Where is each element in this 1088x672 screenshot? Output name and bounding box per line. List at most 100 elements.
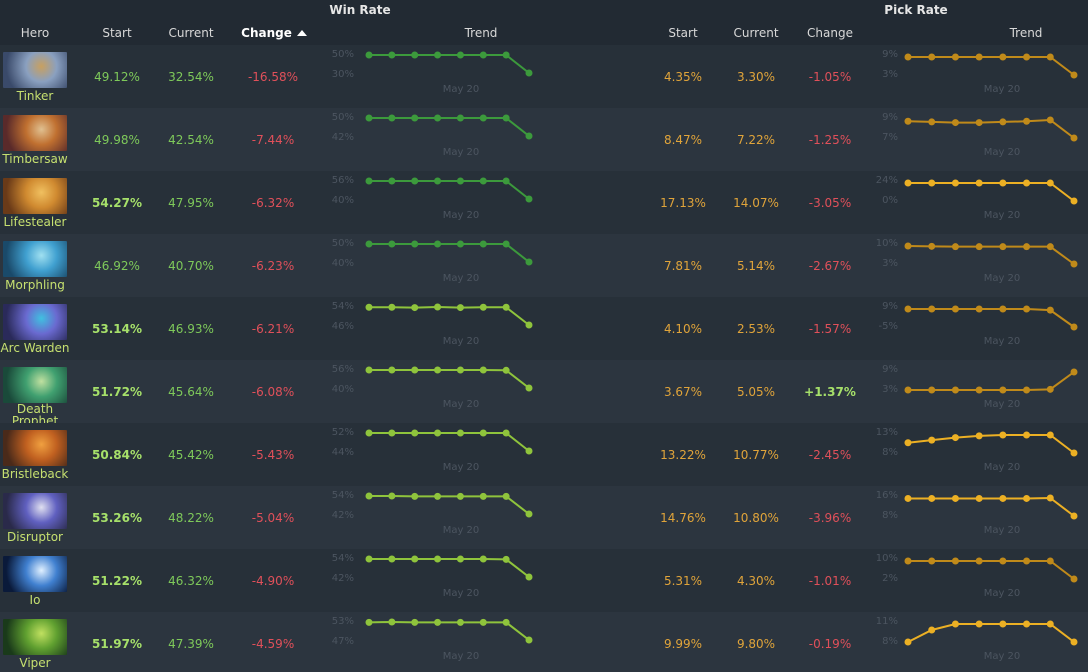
pr-trend-chart-point[interactable] [951,620,959,628]
pr-trend-chart-point[interactable] [1046,53,1054,61]
wr-trend-chart-point[interactable] [365,618,373,626]
wr-trend-chart[interactable] [365,618,533,644]
wr-trend-chart-point[interactable] [525,573,533,581]
pr-trend-chart[interactable] [904,242,1078,268]
hero-portrait[interactable] [3,241,67,277]
table-row[interactable]: Viper 51.97% 47.39% -4.59% 53% 47% May 20 9.99%… [0,612,1088,672]
hero-name[interactable]: Arc Warden [0,341,70,355]
wr-trend-chart-point[interactable] [525,447,533,455]
hero-name[interactable]: Disruptor [7,530,63,544]
wr-trend-chart[interactable] [365,492,533,518]
pr-trend-chart-point[interactable] [999,386,1007,394]
wr-start-column-header[interactable]: Start [102,26,132,40]
wr-trend-chart-point[interactable] [434,366,442,374]
pr-trend-chart[interactable] [904,179,1078,205]
wr-trend-chart-point[interactable] [434,429,442,437]
pr-trend-chart-point[interactable] [999,179,1007,187]
pr-trend-chart-point[interactable] [1023,243,1031,251]
wr-trend-chart-point[interactable] [479,618,487,626]
wr-trend-chart[interactable] [365,555,533,581]
wr-trend-chart-point[interactable] [479,492,487,500]
pr-trend-chart[interactable] [904,620,1078,646]
wr-trend-chart-point[interactable] [388,618,396,626]
pr-trend-chart-point[interactable] [928,436,936,444]
wr-trend-chart-point[interactable] [434,303,442,311]
wr-trend-chart-point[interactable] [456,51,464,59]
pr-trend-chart-point[interactable] [1023,620,1031,628]
wr-trend-chart-point[interactable] [434,51,442,59]
wr-trend-chart-point[interactable] [434,240,442,248]
wr-trend-chart-point[interactable] [456,177,464,185]
pr-trend-chart-point[interactable] [1046,243,1054,251]
wr-trend-chart-point[interactable] [411,240,419,248]
pr-trend-chart-point[interactable] [1070,575,1078,583]
pr-trend-chart-point[interactable] [975,557,983,565]
pr-trend-chart-point[interactable] [928,179,936,187]
wr-trend-chart-point[interactable] [525,384,533,392]
wr-trend-chart-point[interactable] [525,321,533,329]
pr-trend-chart-point[interactable] [1023,494,1031,502]
wr-trend-chart-point[interactable] [456,492,464,500]
wr-trend-chart-point[interactable] [456,555,464,563]
pr-trend-chart-point[interactable] [1046,179,1054,187]
wr-trend-chart-point[interactable] [388,366,396,374]
pr-trend-chart-point[interactable] [1070,638,1078,646]
wr-trend-chart-point[interactable] [525,69,533,77]
wr-trend-chart-point[interactable] [525,636,533,644]
pr-trend-chart-point[interactable] [928,305,936,313]
table-row[interactable]: Arc Warden 53.14% 46.93% -6.21% 54% 46% May 20… [0,297,1088,360]
pr-change-column-header[interactable]: Change [807,26,853,40]
pr-trend-chart-point[interactable] [928,557,936,565]
wr-trend-chart-point[interactable] [434,492,442,500]
wr-trend-chart-point[interactable] [411,177,419,185]
wr-trend-column-header[interactable]: Trend [464,26,498,40]
wr-trend-chart-point[interactable] [434,555,442,563]
pr-trend-chart-point[interactable] [1023,53,1031,61]
pr-trend-chart[interactable] [904,431,1078,457]
pr-trend-chart-point[interactable] [928,386,936,394]
pr-trend-chart-point[interactable] [904,305,912,313]
pr-trend-chart-point[interactable] [999,557,1007,565]
pr-trend-chart-point[interactable] [904,494,912,502]
wr-trend-chart-point[interactable] [434,114,442,122]
hero-portrait[interactable] [3,619,67,655]
pr-trend-chart-point[interactable] [1023,386,1031,394]
table-row[interactable]: Death Prophet 51.72% 45.64% -6.08% 56% 40% May… [0,360,1088,427]
wr-trend-chart-point[interactable] [456,618,464,626]
pr-trend-chart-point[interactable] [999,431,1007,439]
pr-trend-chart-point[interactable] [1046,116,1054,124]
wr-trend-chart-point[interactable] [456,114,464,122]
pr-trend-chart-point[interactable] [1046,557,1054,565]
pr-trend-chart-point[interactable] [1070,71,1078,79]
table-row[interactable]: Tinker 49.12% 32.54% -16.58% 50% 30% May 20 4.3… [0,45,1088,108]
wr-trend-chart-point[interactable] [388,177,396,185]
pr-trend-chart-point[interactable] [975,620,983,628]
pr-trend-chart-point[interactable] [975,432,983,440]
pr-trend-chart-point[interactable] [951,557,959,565]
pr-trend-chart-point[interactable] [975,386,983,394]
wr-trend-chart-point[interactable] [388,303,396,311]
hero-portrait[interactable] [3,367,67,403]
pr-trend-chart-point[interactable] [975,179,983,187]
hero-portrait[interactable] [3,493,67,529]
hero-name[interactable]: Viper [19,656,51,670]
wr-trend-chart-point[interactable] [525,195,533,203]
wr-trend-chart-point[interactable] [502,555,510,563]
pr-trend-chart-point[interactable] [928,626,936,634]
wr-trend-chart-point[interactable] [388,240,396,248]
wr-trend-chart-point[interactable] [365,114,373,122]
pr-trend-chart-point[interactable] [904,53,912,61]
wr-trend-chart-point[interactable] [502,51,510,59]
pr-trend-chart-point[interactable] [1070,368,1078,376]
wr-trend-chart-point[interactable] [411,555,419,563]
pr-trend-chart[interactable] [904,368,1078,394]
pr-trend-chart-point[interactable] [999,118,1007,126]
hero-name[interactable]: Lifestealer [3,215,67,229]
wr-trend-chart-point[interactable] [411,618,419,626]
wr-trend-chart-point[interactable] [502,492,510,500]
pr-trend-chart-point[interactable] [1070,260,1078,268]
hero-name[interactable]: Io [29,593,41,607]
hero-name[interactable]: Timbersaw [2,152,68,166]
pr-trend-chart-point[interactable] [999,53,1007,61]
wr-trend-chart-point[interactable] [411,429,419,437]
